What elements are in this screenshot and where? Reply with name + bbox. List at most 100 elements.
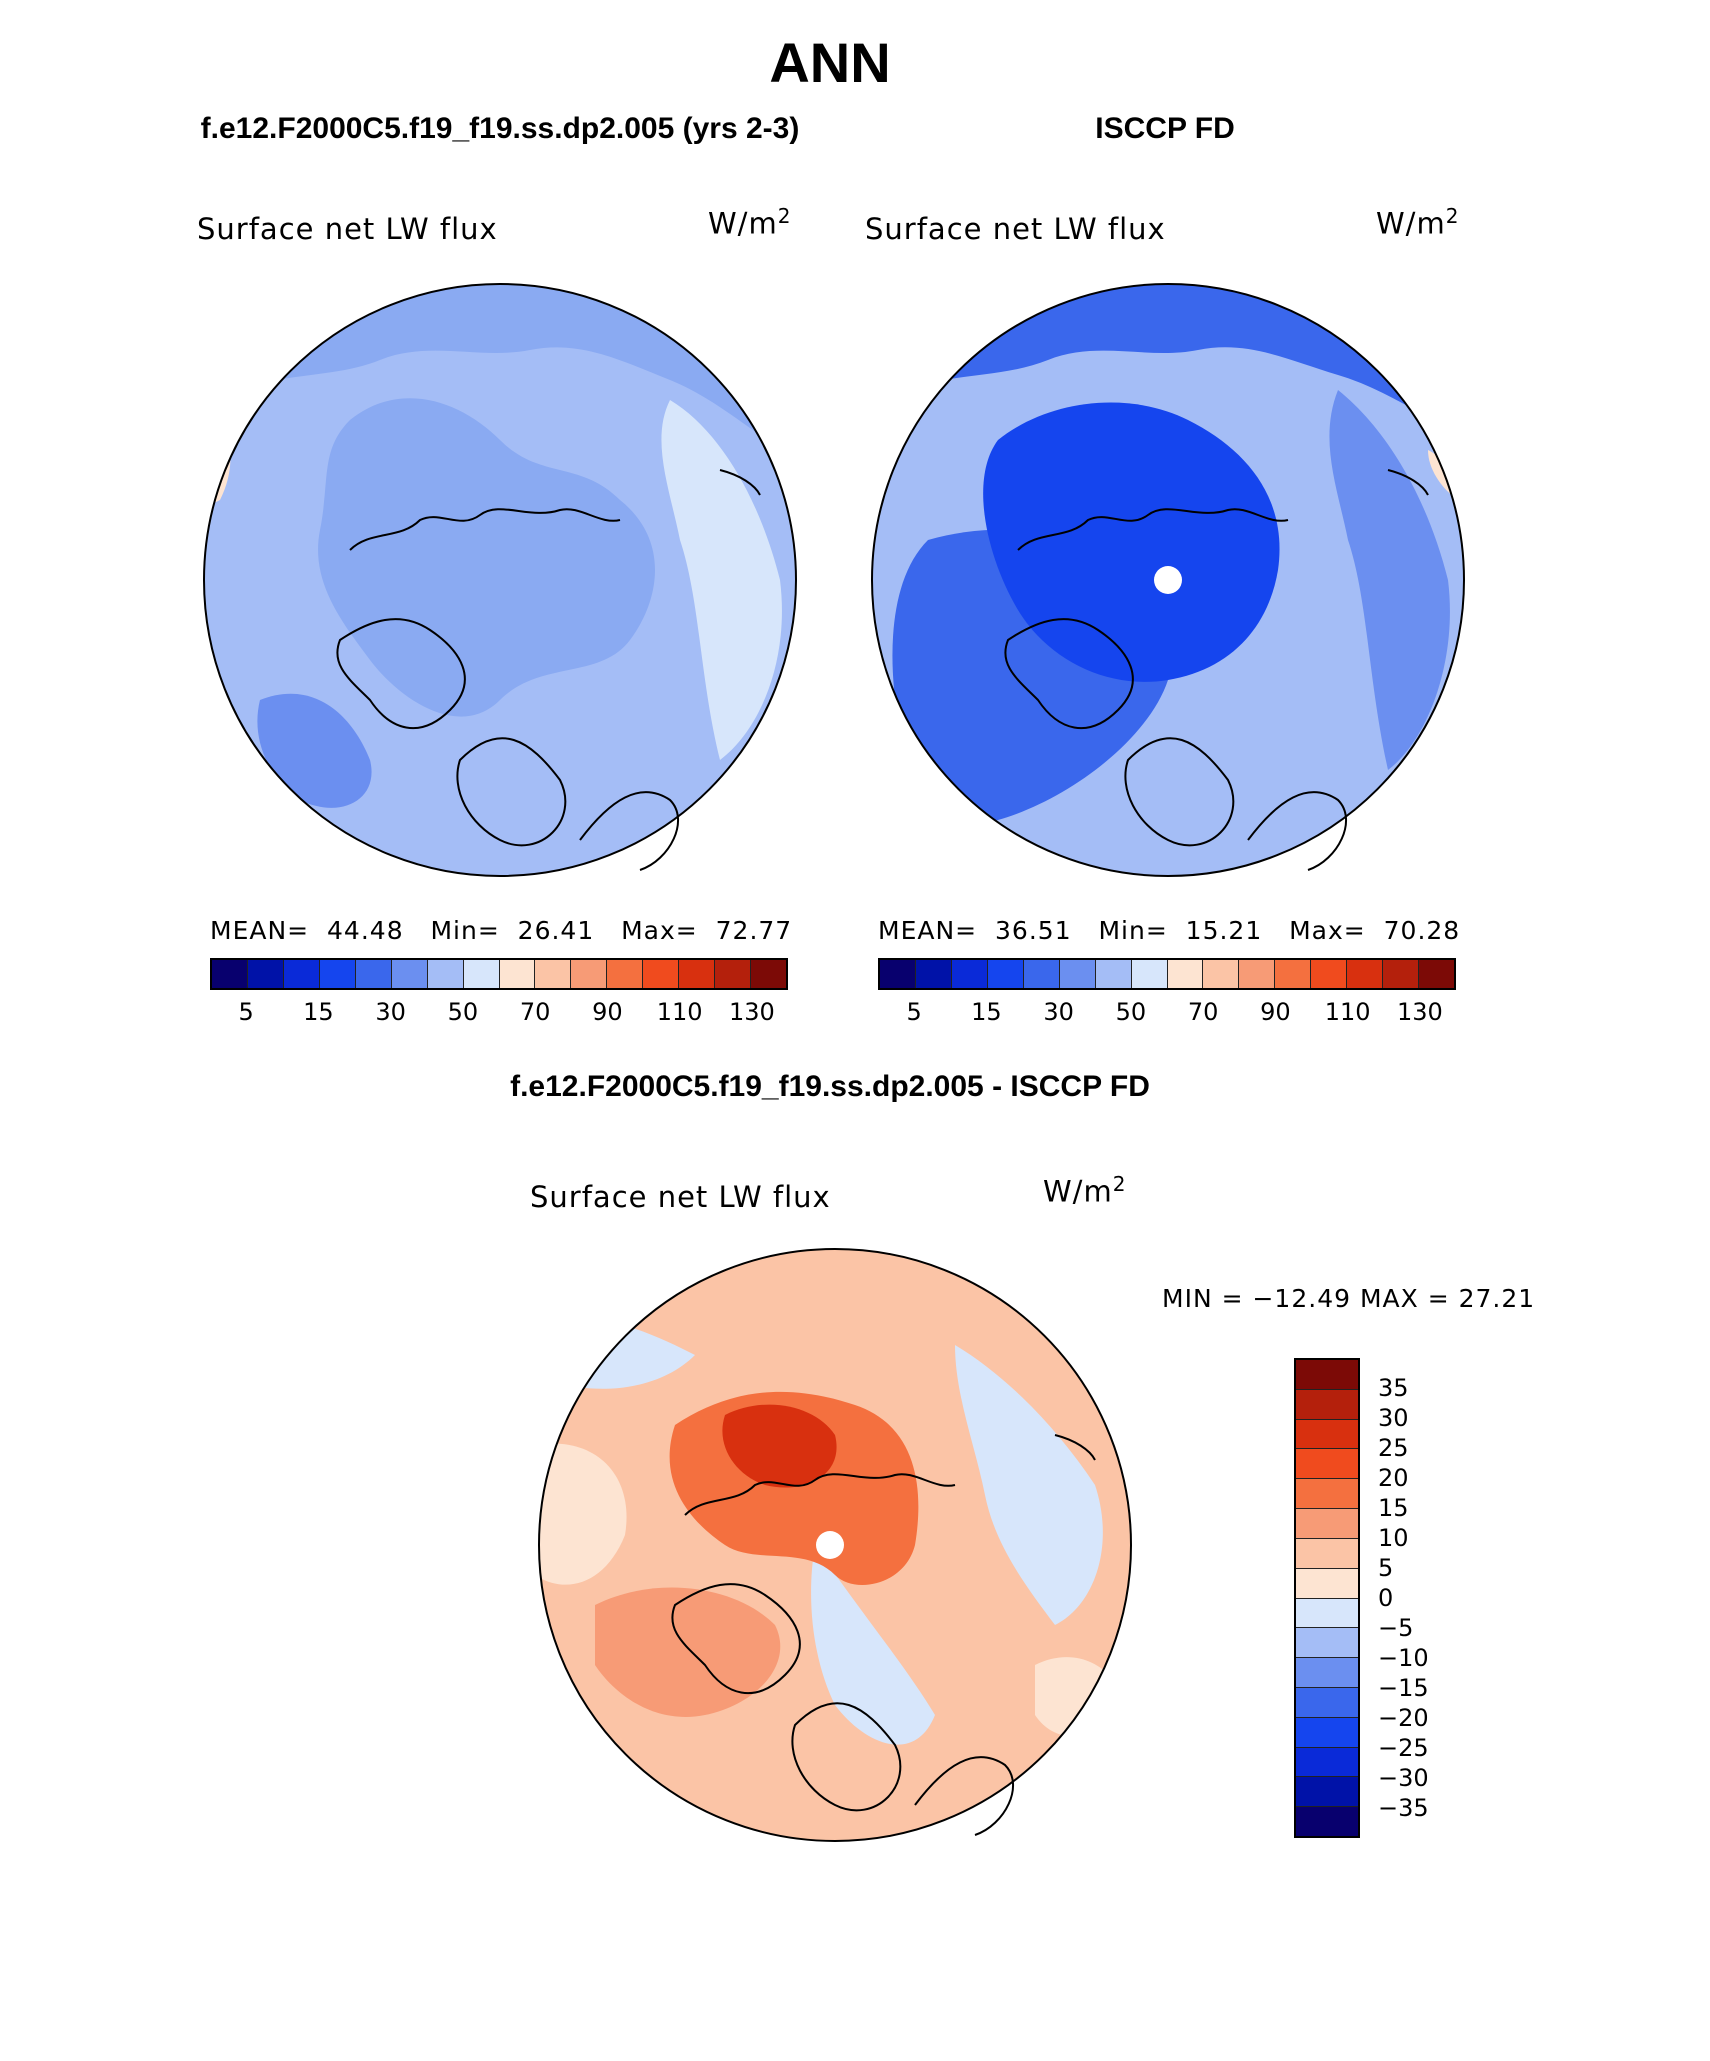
colorbar-tick-label: −25: [1378, 1734, 1429, 1762]
colorbar-cell: [1296, 1419, 1358, 1450]
colorbar-tick-label: −30: [1378, 1764, 1429, 1792]
colorbar-tick-label: 30: [375, 998, 406, 1026]
difference-title: f.e12.F2000C5.f19_f19.ss.dp2.005 - ISCCP…: [510, 1070, 1150, 1103]
colorbar-cell: [355, 960, 392, 988]
colorbar-cell: [1296, 1479, 1358, 1510]
colorbar-tick-label: 10: [1378, 1524, 1409, 1552]
colorbar-tick-label: 30: [1378, 1404, 1409, 1432]
colorbar-cell: [715, 960, 752, 988]
colorbar-cell: [319, 960, 356, 988]
colorbar-cell: [1311, 960, 1348, 988]
panel2-stats: MEAN= 36.51 Min= 15.21 Max= 70.28: [878, 916, 1461, 945]
colorbar-cell: [1296, 1598, 1358, 1629]
colorbar-cell: [571, 960, 608, 988]
colorbar-cell: [1167, 960, 1204, 988]
colorbar-cell: [1296, 1360, 1358, 1390]
colorbar-cell: [987, 960, 1024, 988]
colorbar-cell: [1383, 960, 1420, 988]
colorbar-tick-label: −5: [1378, 1614, 1414, 1642]
colorbar-cell: [607, 960, 644, 988]
colorbar-tick-label: 50: [447, 998, 479, 1026]
colorbar-tick-label: −15: [1378, 1674, 1429, 1702]
colorbar-model: [210, 958, 788, 990]
colorbar-cell: [1296, 1509, 1358, 1539]
page-title: ANN: [769, 31, 891, 94]
colorbar-cell: [247, 960, 284, 988]
colorbar-cell: [880, 960, 916, 988]
panel3-units: W/m2: [1043, 1172, 1127, 1209]
colorbar-cell: [951, 960, 988, 988]
colorbar-cell: [643, 960, 680, 988]
map-model-polar: [203, 283, 797, 877]
colorbar-tick-label: 90: [1260, 998, 1291, 1026]
colorbar-tick-label: 15: [971, 998, 1002, 1026]
colorbar-cell: [1131, 960, 1168, 988]
colorbar-cell: [1296, 1777, 1358, 1808]
colorbar-cell: [1296, 1807, 1358, 1836]
colorbar-cell: [1419, 960, 1454, 988]
panel2-units: W/m2: [1376, 204, 1460, 241]
colorbar-tick-label: 90: [592, 998, 623, 1026]
colorbar-tick-label: 110: [1324, 998, 1371, 1026]
panel2-variable-title: Surface net LW flux: [865, 212, 1166, 246]
colorbar-tick-label: 130: [1396, 998, 1443, 1026]
colorbar-difference-ticks: 35 30 25 20 15 10 5 0 −5 −10 −15 −20 −25 −30 −35: [1378, 1358, 1458, 1838]
colorbar-cell: [1296, 1658, 1358, 1688]
colorbar-model-ticks: 5 15 30 50 70 90 110 130: [210, 998, 788, 1028]
panel1-stats: MEAN= 44.48 Min= 26.41 Max= 72.77: [210, 916, 793, 945]
colorbar-tick-label: 130: [728, 998, 775, 1026]
colorbar-cell: [1296, 1568, 1358, 1599]
colorbar-cell: [1095, 960, 1132, 988]
colorbar-cell: [1296, 1449, 1358, 1480]
colorbar-tick-label: 15: [303, 998, 334, 1026]
colorbar-tick-label: 70: [1187, 998, 1219, 1026]
colorbar-cell: [212, 960, 248, 988]
colorbar-cell: [915, 960, 952, 988]
colorbar-cell: [1296, 1717, 1358, 1748]
right-case-title: ISCCP FD: [1095, 112, 1235, 145]
colorbar-cell: [1296, 1389, 1358, 1420]
colorbar-observation-ticks: 5 15 30 50 70 90 110 130: [878, 998, 1456, 1028]
colorbar-difference: [1294, 1358, 1360, 1838]
colorbar-tick-label: 35: [1378, 1374, 1409, 1402]
colorbar-tick-label: 0: [1378, 1584, 1394, 1612]
colorbar-cell: [1239, 960, 1276, 988]
colorbar-cell: [1296, 1628, 1358, 1659]
colorbar-tick-label: 15: [1378, 1494, 1409, 1522]
colorbar-tick-label: 5: [906, 998, 922, 1026]
colorbar-cell: [1203, 960, 1240, 988]
colorbar-cell: [463, 960, 500, 988]
colorbar-cell: [391, 960, 428, 988]
panel3-variable-title: Surface net LW flux: [530, 1180, 831, 1214]
colorbar-cell: [499, 960, 536, 988]
left-case-title: f.e12.F2000C5.f19_f19.ss.dp2.005 (yrs 2-…: [200, 112, 800, 145]
colorbar-tick-label: 50: [1115, 998, 1147, 1026]
panel1-units: W/m2: [708, 204, 792, 241]
colorbar-tick-label: 70: [519, 998, 551, 1026]
colorbar-tick-label: −20: [1378, 1704, 1429, 1732]
colorbar-cell: [1296, 1687, 1358, 1718]
colorbar-tick-label: 25: [1378, 1434, 1409, 1462]
colorbar-observation: [878, 958, 1456, 990]
colorbar-cell: [1296, 1747, 1358, 1778]
colorbar-cell: [1296, 1538, 1358, 1569]
colorbar-cell: [1347, 960, 1384, 988]
colorbar-cell: [1023, 960, 1060, 988]
panel1-variable-title: Surface net LW flux: [197, 212, 498, 246]
colorbar-tick-label: −35: [1378, 1794, 1429, 1822]
colorbar-cell: [751, 960, 786, 988]
colorbar-cell: [427, 960, 464, 988]
colorbar-cell: [1059, 960, 1096, 988]
colorbar-cell: [679, 960, 716, 988]
colorbar-cell: [283, 960, 320, 988]
colorbar-tick-label: 5: [1378, 1554, 1394, 1582]
map-observation-polar: [871, 283, 1465, 877]
colorbar-tick-label: 110: [656, 998, 703, 1026]
colorbar-tick-label: −10: [1378, 1644, 1429, 1672]
colorbar-tick-label: 30: [1043, 998, 1074, 1026]
colorbar-cell: [1275, 960, 1312, 988]
colorbar-tick-label: 20: [1378, 1464, 1409, 1492]
colorbar-tick-label: 5: [238, 998, 254, 1026]
colorbar-cell: [535, 960, 572, 988]
panel3-minmax: MIN = −12.49 MAX = 27.21: [1162, 1284, 1536, 1313]
